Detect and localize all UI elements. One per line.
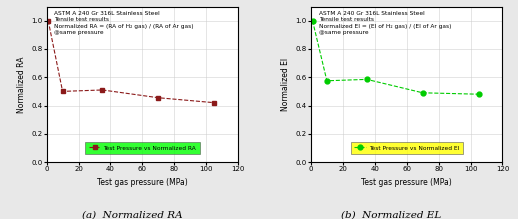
Legend: Test Pressure vs Normalized RA: Test Pressure vs Normalized RA <box>85 142 199 154</box>
X-axis label: Test gas pressure (MPa): Test gas pressure (MPa) <box>362 178 452 187</box>
Text: ASTM A 240 Gr 316L Stainless Steel
Tensile test results
Normalized EI = (EI of H: ASTM A 240 Gr 316L Stainless Steel Tensi… <box>319 11 451 35</box>
Y-axis label: Normalized RA: Normalized RA <box>17 56 26 113</box>
Legend: Test Pressure vs Normalized EI: Test Pressure vs Normalized EI <box>351 142 463 154</box>
X-axis label: Test gas pressure (MPa): Test gas pressure (MPa) <box>97 178 188 187</box>
Text: ASTM A 240 Gr 316L Stainless Steel
Tensile test results
Normalized RA = (RA of H: ASTM A 240 Gr 316L Stainless Steel Tensi… <box>54 11 194 35</box>
Text: (a)  Normalized RA: (a) Normalized RA <box>82 211 182 219</box>
Y-axis label: Normalized EI: Normalized EI <box>281 58 290 111</box>
Text: (b)  Normalized EL: (b) Normalized EL <box>341 211 441 219</box>
